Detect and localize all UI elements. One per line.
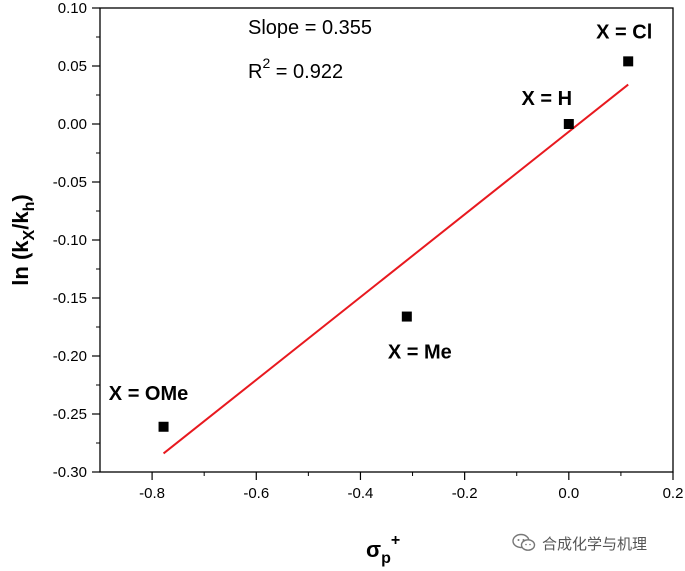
slope-annotation: Slope = 0.355 [248,17,372,39]
y-tick-label: -0.15 [53,290,87,307]
x-tick-label: -0.8 [139,485,165,502]
y-tick-label: 0.10 [58,0,87,17]
y-tick-label: -0.05 [53,174,87,191]
data-point [158,421,169,432]
watermark: 合成化学与机理 [512,531,647,555]
point-label: X = Cl [596,21,652,43]
regression-line [162,83,629,455]
y-tick-label: -0.20 [53,348,87,365]
x-tick-label: 0.0 [558,485,579,502]
wechat-icon [512,533,536,551]
x-tick-label: -0.4 [348,485,374,502]
point-label: X = H [522,88,573,110]
point-label: X = Me [388,342,452,364]
y-tick-label: 0.05 [58,58,87,75]
x-tick-label: 0.2 [663,485,684,502]
data-point [563,119,574,129]
x-axis-title: σp+ [366,532,400,567]
data-point [401,311,412,322]
y-tick-label: -0.25 [53,406,87,423]
y-tick-labels: -0.30 -0.25 -0.20 -0.15 -0.10 -0.05 0.00 0.05 0.… [53,0,87,481]
axis-ticks [92,7,674,480]
point-labels: X = OMe X = Me X = H X = Cl [109,21,652,404]
y-tick-label: 0.00 [58,116,87,133]
point-label: X = OMe [109,383,188,405]
x-tick-label: -0.2 [452,485,478,502]
x-tick-labels: -0.8 -0.6 -0.4 -0.2 0.0 0.2 [139,485,683,502]
y-tick-label: -0.10 [53,232,87,249]
y-axis-title: ln (kX/kh) [8,194,38,285]
watermark-text: 合成化学与机理 [542,534,648,553]
r-squared-annotation: R2 = 0.922 [248,55,343,83]
y-tick-label: -0.30 [53,464,87,481]
data-point [623,56,634,67]
data-points [158,56,634,432]
x-tick-label: -0.6 [243,485,269,502]
